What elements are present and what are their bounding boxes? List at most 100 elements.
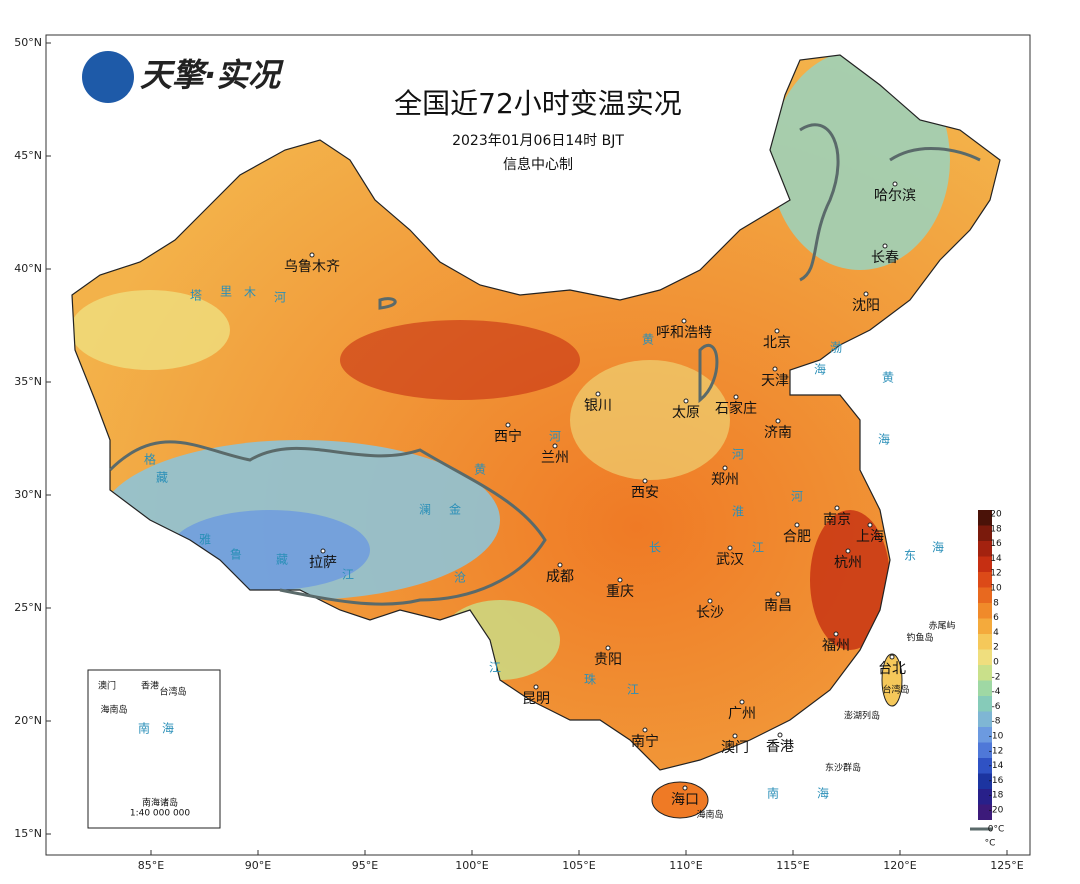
city-dot — [739, 699, 745, 705]
city-dot — [775, 418, 781, 424]
city-dot — [733, 394, 739, 400]
title: 全国近72小时变温实况 — [394, 87, 682, 120]
city-dot — [834, 505, 840, 511]
city-label: 杭州 — [834, 555, 862, 571]
water-label: 河 — [791, 490, 803, 504]
hainan — [651, 781, 709, 819]
water-label: 藏 — [276, 553, 288, 567]
colorbar-label: -16 — [989, 776, 1004, 786]
city-dot — [557, 562, 563, 568]
colorbar-label: -18 — [989, 791, 1004, 801]
logo: 天擎·实况 — [82, 51, 284, 103]
colorbar-bin — [978, 510, 992, 526]
colorbar-bin — [978, 603, 992, 619]
water-label: 里 — [220, 285, 232, 299]
colorbar-bin — [978, 541, 992, 557]
x-tick-label: 115°E — [776, 859, 809, 872]
city-label: 拉萨 — [309, 555, 337, 571]
inset-label: 香港 — [141, 680, 159, 692]
water-label: 河 — [274, 291, 286, 305]
city-label: 乌鲁木齐 — [284, 259, 340, 275]
city-dot — [772, 366, 778, 372]
inset-frame — [87, 669, 221, 829]
city-label: 长沙 — [696, 605, 724, 621]
city-label: 呼和浩特 — [656, 325, 712, 341]
city-dot — [845, 548, 851, 554]
water-label: 南 — [767, 786, 779, 801]
x-tick-label: 100°E — [455, 859, 488, 872]
water-label: 沧 — [454, 570, 466, 585]
water-label: 长 — [649, 541, 661, 555]
city-label: 南京 — [823, 512, 851, 528]
colorbar-bin — [978, 742, 992, 758]
contour-key-label: 0°C — [988, 825, 1005, 835]
island-label: 台湾岛 — [882, 684, 909, 696]
colorbar-bin — [978, 804, 992, 820]
zero-contours — [108, 123, 981, 606]
colorbar-bin — [978, 773, 992, 789]
city-dot — [775, 591, 781, 597]
city-label: 澳门 — [721, 740, 749, 756]
colorbar-label: 8 — [993, 598, 999, 608]
city-dot — [682, 785, 688, 791]
island-label: 赤尾屿 — [928, 621, 955, 632]
city-label: 西安 — [631, 485, 659, 501]
city-dot — [681, 318, 687, 324]
colorbar-bin — [978, 680, 992, 696]
city-dot — [505, 422, 511, 428]
x-tick-label: 90°E — [245, 859, 271, 872]
colorbar-label: 20 — [990, 510, 1002, 520]
island-label: 东沙群岛 — [825, 762, 861, 774]
x-tick-label: 110°E — [669, 859, 702, 872]
city-dot — [605, 645, 611, 651]
city-dot — [552, 443, 558, 449]
labels: 85°E 90°E 95°E 100°E 105°E 110°E 115°E 120°E 125… — [14, 36, 1024, 872]
city-dot — [320, 548, 326, 554]
city-dot — [794, 522, 800, 528]
x-tick-label: 120°E — [883, 859, 916, 872]
y-tick-label: 35°N — [14, 375, 42, 388]
y-tick-label: 20°N — [14, 714, 42, 727]
water-label: 河 — [549, 430, 561, 444]
colorbar-bin — [978, 727, 992, 743]
city-label: 济南 — [764, 425, 792, 441]
city-dot — [889, 654, 895, 660]
colorbar-label: 16 — [990, 539, 1002, 549]
city-dot — [833, 631, 839, 637]
city-label: 长春 — [871, 250, 899, 266]
subtitle: 2023年01月06日14时 BJT — [452, 133, 624, 149]
city-dot — [882, 243, 888, 249]
water-label: 黄 — [474, 463, 486, 477]
water-label: 东 — [904, 549, 916, 563]
water-label: 木 — [244, 286, 256, 300]
city-label: 石家庄 — [715, 400, 757, 417]
city-label: 沈阳 — [852, 298, 880, 314]
city-dot — [707, 598, 713, 604]
city-label: 天津 — [761, 373, 789, 389]
city-dot — [309, 252, 315, 258]
city-dot — [617, 577, 623, 583]
water-label: 鲁 — [230, 548, 242, 562]
water-label: 金 — [449, 502, 461, 517]
city-label: 福州 — [822, 638, 850, 654]
x-tick-label: 85°E — [138, 859, 164, 872]
colorbar-bin — [978, 665, 992, 681]
credit: 信息中心制 — [503, 156, 573, 173]
city-dot — [642, 727, 648, 733]
city-label: 香港 — [766, 739, 794, 755]
water-label: 江 — [627, 683, 639, 697]
inset-label: 南 — [138, 721, 150, 736]
city-label: 昆明 — [522, 691, 550, 707]
water-label: 黄 — [882, 371, 894, 385]
colorbar-label: 6 — [993, 613, 999, 623]
colorbar-label: -20 — [989, 806, 1004, 816]
city-label: 合肥 — [783, 529, 811, 545]
city-label: 西宁 — [494, 428, 522, 445]
water-label: 海 — [878, 432, 890, 447]
colorbar-label: -10 — [989, 732, 1004, 742]
city-dot — [642, 478, 648, 484]
colorbar-label: -6 — [992, 702, 1001, 712]
island-label: 海南岛 — [696, 809, 723, 821]
y-tick-label: 50°N — [14, 36, 42, 49]
